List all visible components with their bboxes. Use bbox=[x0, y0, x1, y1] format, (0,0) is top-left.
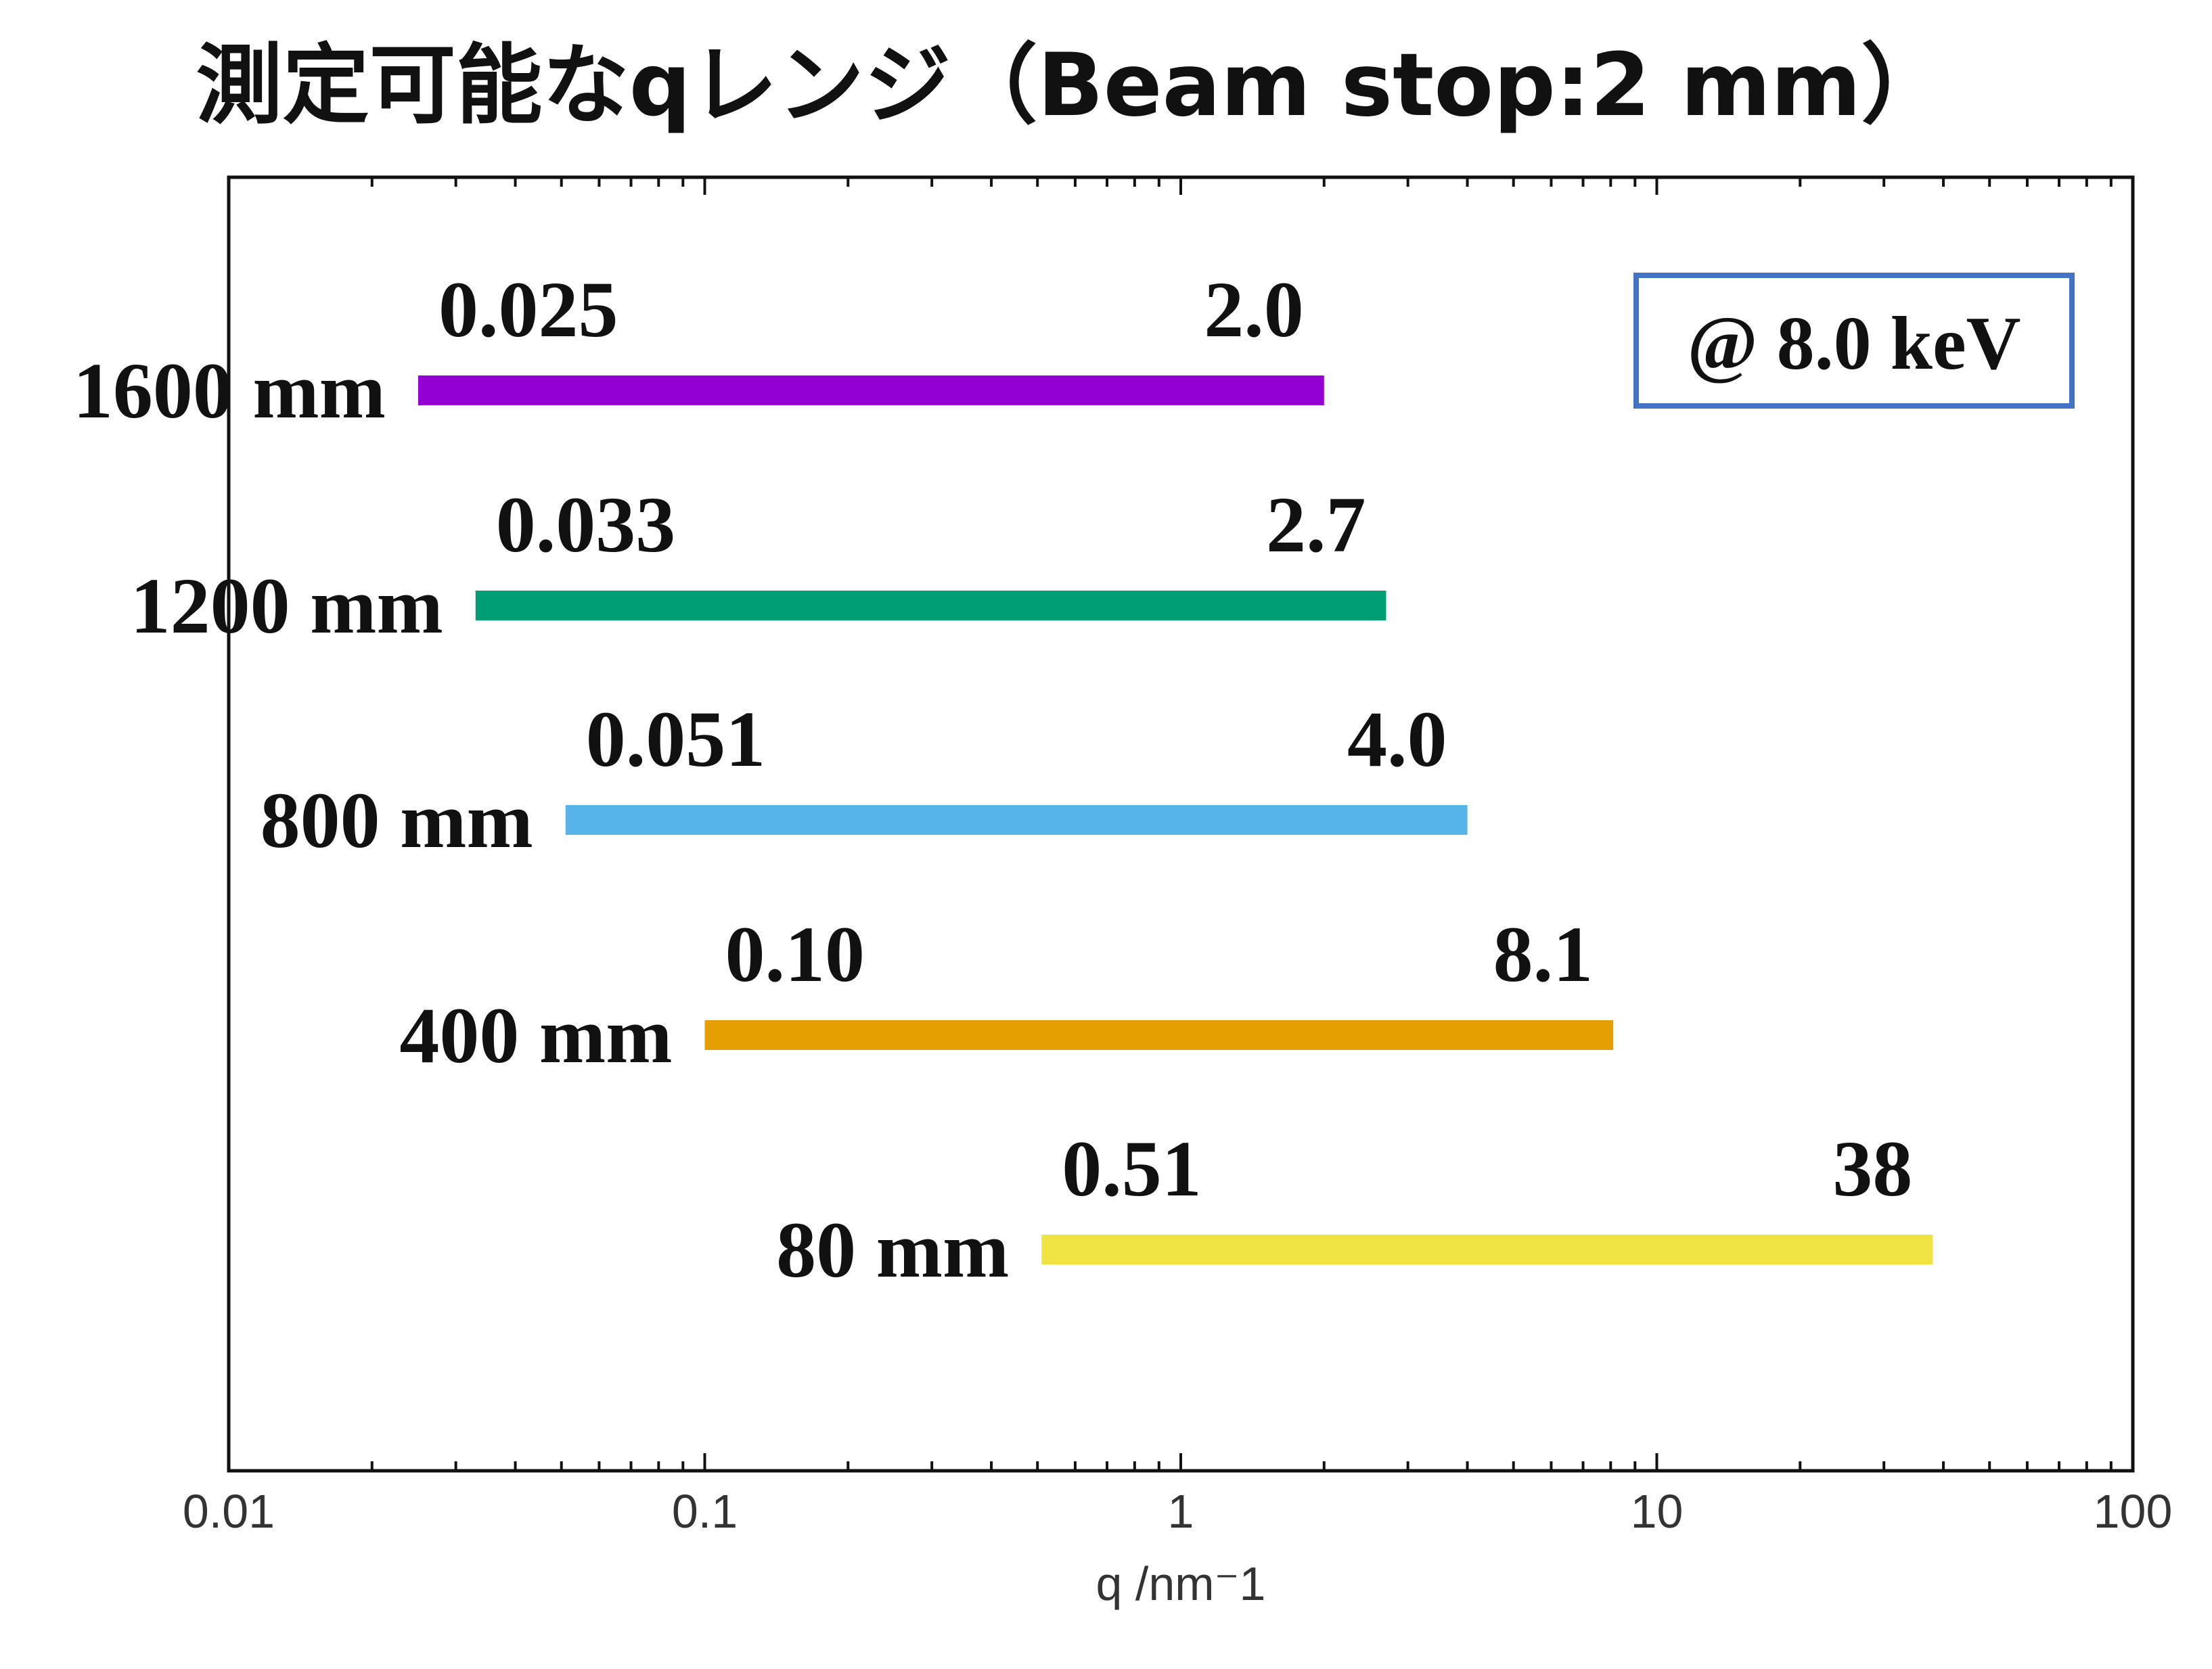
energy-box bbox=[1633, 273, 2075, 409]
x-tick-label: 10 bbox=[1631, 1485, 1684, 1538]
label-backdrop bbox=[277, 994, 294, 1076]
max-q-label: 2.7 bbox=[1266, 480, 1366, 569]
distance-label: 80 mm bbox=[776, 1206, 1009, 1294]
label-backdrop bbox=[318, 1209, 335, 1290]
range-bar bbox=[565, 805, 1468, 835]
max-q-label: 38 bbox=[1832, 1124, 1912, 1213]
x-tick-label: 0.01 bbox=[183, 1485, 275, 1538]
x-axis-label: q /nm⁻1 bbox=[1096, 1557, 1266, 1610]
x-axis-tick-labels: 0.01 0.1 1 10 100 bbox=[183, 1485, 2173, 1538]
range-bar bbox=[1041, 1235, 1933, 1264]
range-bar bbox=[475, 591, 1386, 620]
min-q-label: 0.051 bbox=[586, 695, 766, 783]
range-value-labels: 0.025 2.0 0.033 2.7 0.051 4.0 0.10 8.1 0.51 38 bbox=[438, 265, 1912, 1213]
distance-label: 1200 mm bbox=[131, 562, 443, 650]
max-q-label: 2.0 bbox=[1204, 265, 1304, 354]
min-q-label: 0.10 bbox=[725, 910, 865, 999]
label-backdrop bbox=[250, 565, 267, 646]
x-tick-label: 0.1 bbox=[672, 1485, 738, 1538]
chart-title: 測定可能なqレンジ（Beam stop:2 mm） bbox=[196, 35, 1948, 136]
range-bar bbox=[704, 1020, 1614, 1050]
range-bar bbox=[417, 375, 1324, 405]
distance-label: 1600 mm bbox=[73, 346, 386, 435]
distance-label: 800 mm bbox=[261, 776, 533, 865]
label-backdrop bbox=[261, 779, 277, 861]
min-q-label: 0.51 bbox=[1062, 1124, 1202, 1213]
distance-label: 400 mm bbox=[399, 991, 672, 1080]
min-q-label: 0.025 bbox=[438, 265, 618, 354]
x-tick-label: 1 bbox=[1168, 1485, 1194, 1538]
energy-label: @ 8.0 keV bbox=[1687, 302, 2021, 386]
x-axis-ticks bbox=[227, 177, 2113, 1471]
min-q-label: 0.033 bbox=[496, 480, 676, 569]
max-q-label: 8.1 bbox=[1493, 910, 1594, 999]
max-q-label: 4.0 bbox=[1347, 695, 1447, 783]
distance-labels: 1600 mm 1200 mm 800 mm 400 mm 80 mm bbox=[73, 346, 1009, 1294]
range-bars bbox=[417, 375, 1933, 1264]
x-tick-label: 100 bbox=[2094, 1485, 2173, 1538]
label-backdrop bbox=[243, 350, 260, 431]
